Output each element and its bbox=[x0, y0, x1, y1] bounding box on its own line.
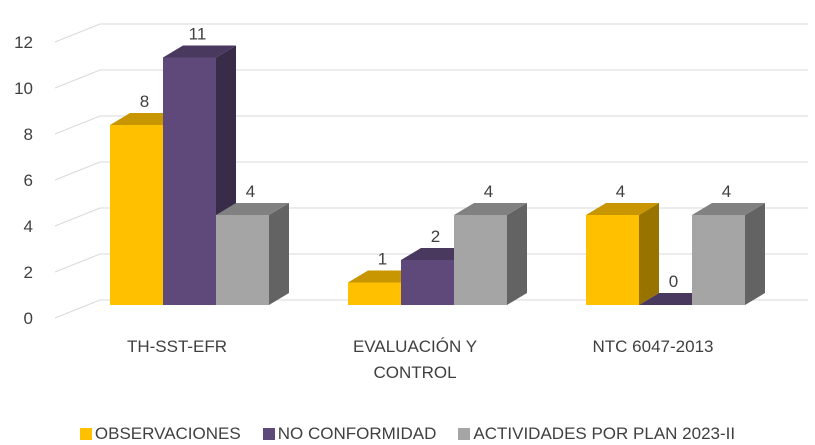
grid-line bbox=[54, 253, 808, 273]
bar-front bbox=[454, 215, 507, 305]
bar-side bbox=[269, 203, 289, 305]
legend-item: ACTIVIDADES POR PLAN 2023-II bbox=[458, 424, 735, 444]
bar-side bbox=[639, 203, 659, 305]
bar bbox=[586, 203, 659, 305]
data-label: 2 bbox=[431, 227, 440, 246]
x-tick-label: NTC 6047-2013 bbox=[592, 337, 714, 356]
bar-side bbox=[745, 203, 765, 305]
grid-line bbox=[54, 115, 808, 135]
grid-line bbox=[54, 299, 808, 319]
bar-front bbox=[163, 57, 216, 305]
legend-swatch bbox=[458, 428, 471, 440]
y-tick-label: 2 bbox=[24, 263, 33, 282]
bar bbox=[692, 203, 765, 305]
x-tick-label: EVALUACIÓN Y CONTROL bbox=[352, 337, 478, 382]
data-label: 4 bbox=[722, 182, 731, 201]
legend-swatch bbox=[262, 428, 275, 440]
bar-front bbox=[110, 125, 163, 305]
bar-top bbox=[216, 203, 289, 215]
y-tick-label: 10 bbox=[14, 79, 33, 98]
grid-line bbox=[54, 69, 808, 89]
bar-top bbox=[692, 203, 765, 215]
legend: OBSERVACIONES NO CONFORMIDAD ACTIVIDADES P… bbox=[0, 424, 815, 444]
y-tick-label: 4 bbox=[24, 217, 33, 236]
bar-top bbox=[163, 45, 236, 58]
data-label: 4 bbox=[616, 182, 625, 201]
y-tick-label: 12 bbox=[14, 33, 33, 52]
legend-label: OBSERVACIONES bbox=[94, 424, 241, 443]
bar-front bbox=[401, 260, 454, 305]
bar bbox=[454, 203, 527, 305]
bar-front bbox=[586, 215, 639, 305]
legend-item: NO CONFORMIDAD bbox=[262, 424, 437, 444]
legend-label: ACTIVIDADES POR PLAN 2023-II bbox=[473, 424, 736, 443]
bar-side bbox=[507, 203, 527, 305]
bar-top bbox=[586, 203, 659, 215]
bar-top bbox=[454, 203, 527, 215]
data-label: 1 bbox=[378, 250, 387, 269]
data-label: 8 bbox=[140, 92, 149, 111]
data-label: 4 bbox=[246, 182, 255, 201]
legend-item: OBSERVACIONES bbox=[79, 424, 241, 444]
bar-front bbox=[692, 215, 745, 305]
data-label: 11 bbox=[189, 25, 207, 44]
grid-line bbox=[54, 161, 808, 181]
x-tick-label: TH-SST-EFR bbox=[126, 337, 228, 356]
data-label: 4 bbox=[484, 182, 493, 201]
legend-swatch bbox=[79, 428, 92, 440]
bar bbox=[216, 203, 289, 305]
bar-front bbox=[348, 282, 401, 305]
y-tick-label: 0 bbox=[24, 309, 33, 328]
grid-line bbox=[54, 23, 808, 43]
y-tick-label: 6 bbox=[24, 171, 33, 190]
grid-line bbox=[54, 207, 808, 227]
legend-label: NO CONFORMIDAD bbox=[277, 424, 437, 443]
bar-front bbox=[216, 215, 269, 305]
y-tick-label: 8 bbox=[24, 125, 33, 144]
data-label: 0 bbox=[669, 272, 678, 291]
